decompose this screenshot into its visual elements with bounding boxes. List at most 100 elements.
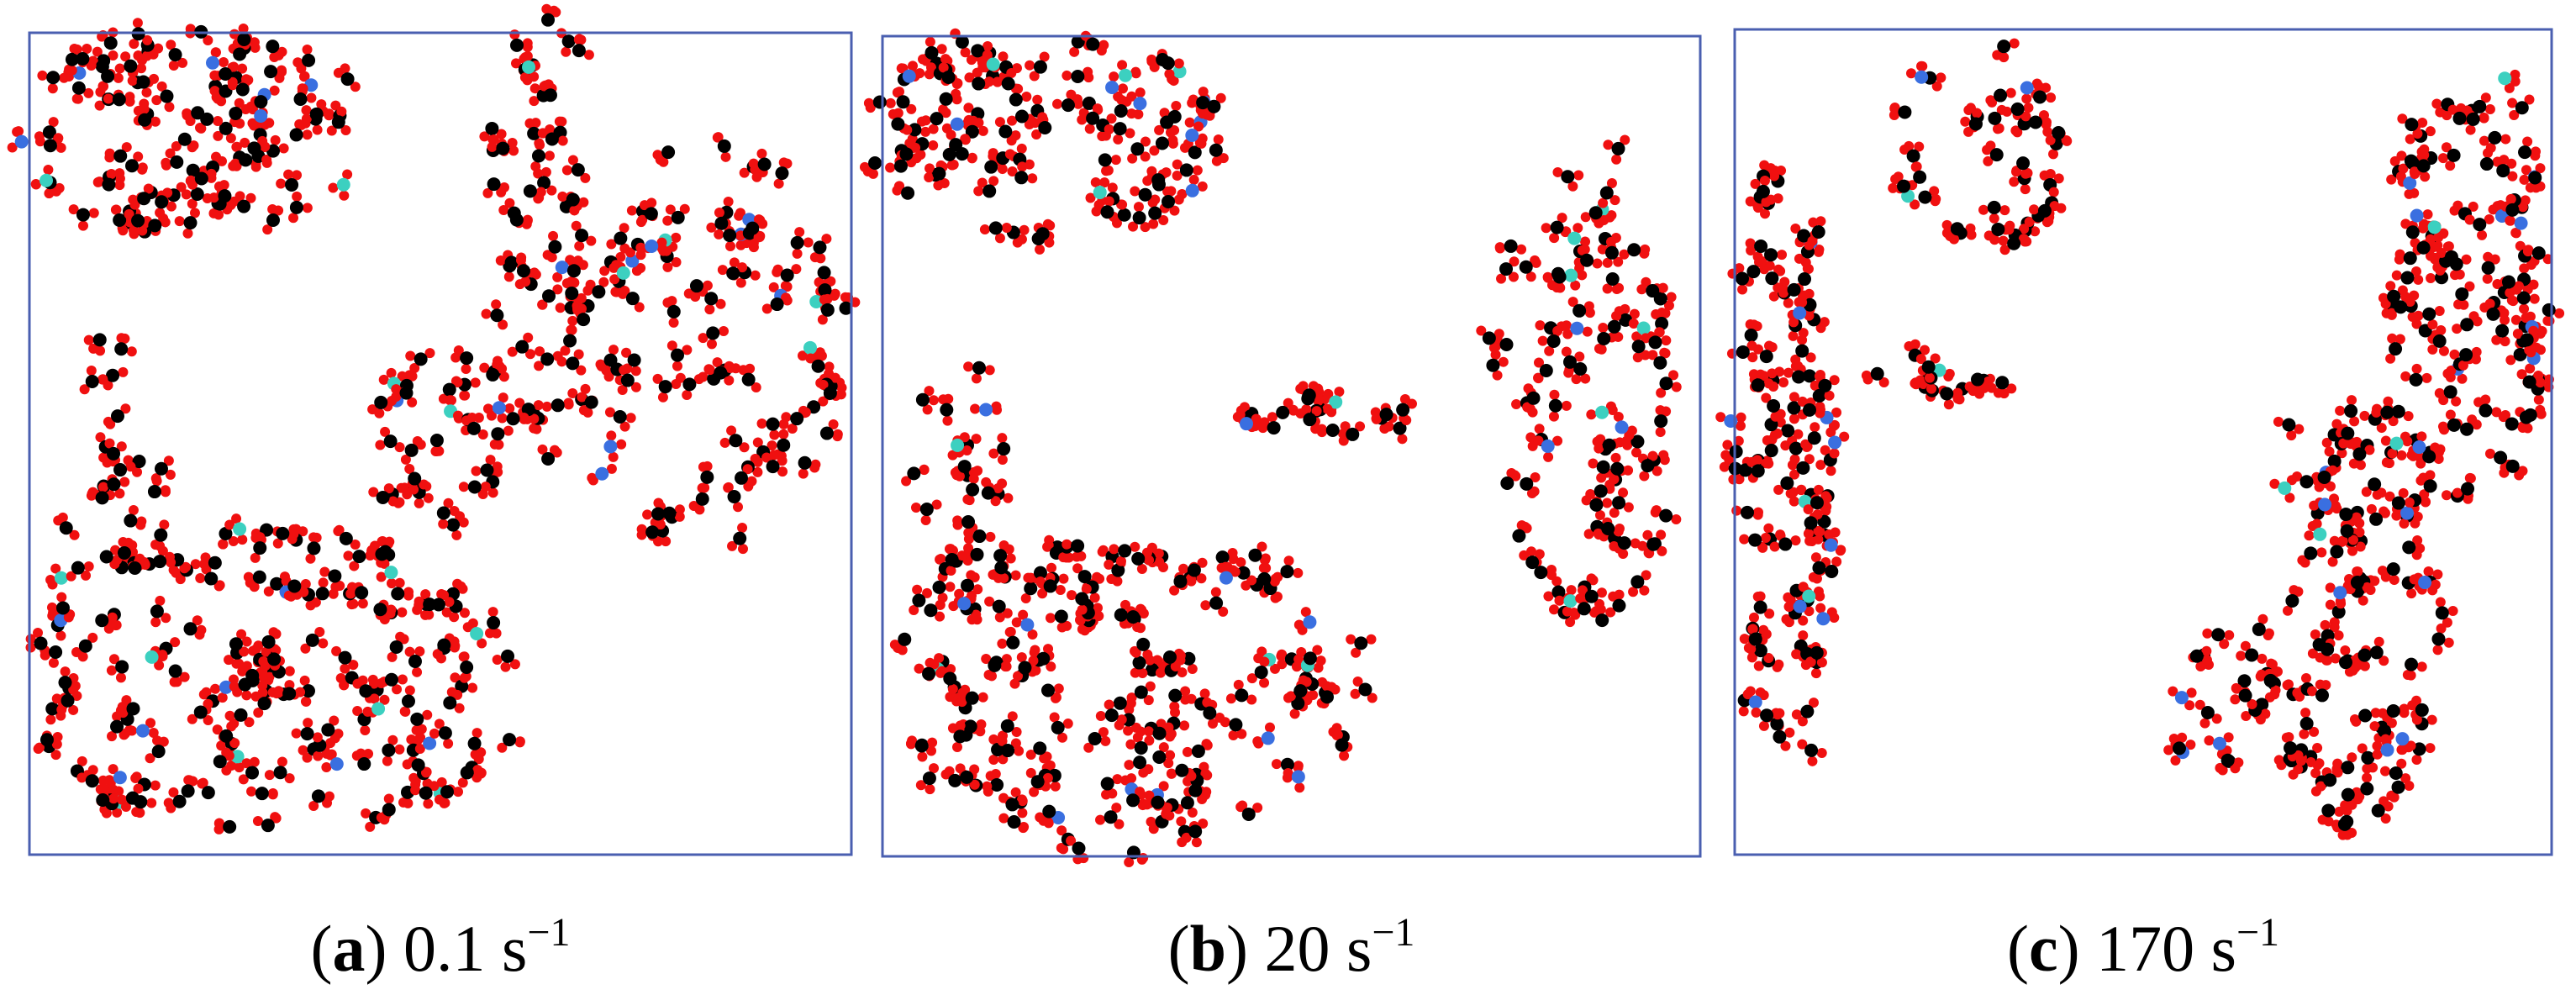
atom <box>2385 281 2396 292</box>
atom <box>1113 696 1127 710</box>
atom <box>155 540 166 551</box>
atom <box>2462 105 2473 116</box>
atom <box>550 7 561 18</box>
atom <box>1791 709 1802 720</box>
atom <box>524 118 535 129</box>
atom <box>1978 204 1989 215</box>
atom <box>969 764 980 775</box>
atom <box>1808 698 1819 708</box>
atom <box>1397 434 1408 445</box>
atom <box>943 671 957 686</box>
atom <box>1814 371 1825 382</box>
atom <box>1630 575 1645 589</box>
atom <box>1355 421 1366 432</box>
atom <box>105 777 116 788</box>
atom <box>227 80 238 91</box>
atom <box>2416 159 2431 173</box>
atom <box>994 612 1005 623</box>
atom <box>14 134 29 149</box>
atom <box>253 541 267 555</box>
atom <box>1177 667 1188 678</box>
atom <box>522 38 533 49</box>
atom <box>371 702 386 716</box>
atom <box>2283 679 2294 690</box>
atom <box>43 164 54 175</box>
atom <box>119 476 130 487</box>
atom <box>2321 642 2335 656</box>
atom <box>1180 686 1191 697</box>
atom <box>967 152 977 163</box>
atom <box>1155 136 1169 150</box>
atom <box>1083 72 1094 83</box>
atom <box>1943 399 1954 410</box>
atom <box>284 666 295 676</box>
atom <box>702 280 713 291</box>
atom <box>1191 837 1202 848</box>
atom <box>912 584 923 595</box>
atom <box>1914 141 1925 152</box>
atom <box>377 536 388 547</box>
atom <box>893 159 908 173</box>
atom <box>1093 199 1104 210</box>
atom <box>529 71 540 82</box>
atom <box>1781 613 1792 624</box>
atom <box>2020 111 2031 122</box>
atom <box>114 342 129 356</box>
atom <box>2420 497 2431 508</box>
atom <box>216 740 227 751</box>
atom <box>187 713 198 724</box>
atom <box>753 214 764 225</box>
atom <box>374 395 388 409</box>
atom <box>292 191 303 202</box>
atom <box>379 814 390 825</box>
atom <box>1820 445 1831 455</box>
atom <box>1623 502 1634 513</box>
atom <box>778 157 789 168</box>
atom <box>2352 566 2363 577</box>
atom <box>195 572 206 583</box>
atom <box>865 103 876 113</box>
atom <box>2412 129 2423 140</box>
atom <box>460 660 474 674</box>
atom <box>1163 758 1174 769</box>
atom <box>219 680 233 694</box>
atom <box>2046 92 2057 103</box>
atom <box>395 631 406 642</box>
atom <box>1199 688 1210 699</box>
atom <box>315 587 329 601</box>
atom <box>1117 208 1131 222</box>
atom <box>625 413 636 424</box>
atom <box>817 314 828 325</box>
atom <box>1020 593 1031 604</box>
atom <box>83 561 94 571</box>
atom <box>972 76 986 91</box>
atom <box>616 439 627 450</box>
atom <box>2309 500 2320 511</box>
atom <box>1546 334 1561 348</box>
atom <box>429 781 440 792</box>
atom <box>359 684 373 698</box>
atom <box>2505 459 2520 473</box>
atom <box>1561 170 1575 184</box>
atom <box>1552 166 1563 177</box>
atom <box>515 340 529 354</box>
atom <box>2422 450 2436 464</box>
atom <box>1788 413 1799 424</box>
atom <box>575 229 589 243</box>
atom <box>1580 212 1591 223</box>
atom <box>2237 674 2252 688</box>
atom <box>1124 857 1135 868</box>
atom <box>1104 699 1114 710</box>
atom <box>495 255 506 266</box>
atom <box>2028 115 2042 129</box>
atom <box>1594 218 1604 229</box>
atom <box>1219 571 1233 585</box>
atom <box>1753 661 1764 671</box>
atom <box>324 110 335 121</box>
atom <box>415 440 426 450</box>
atom <box>331 115 345 129</box>
atom <box>429 728 440 739</box>
atom <box>1346 634 1356 645</box>
atom <box>2304 530 2315 541</box>
atom <box>1577 245 1588 255</box>
